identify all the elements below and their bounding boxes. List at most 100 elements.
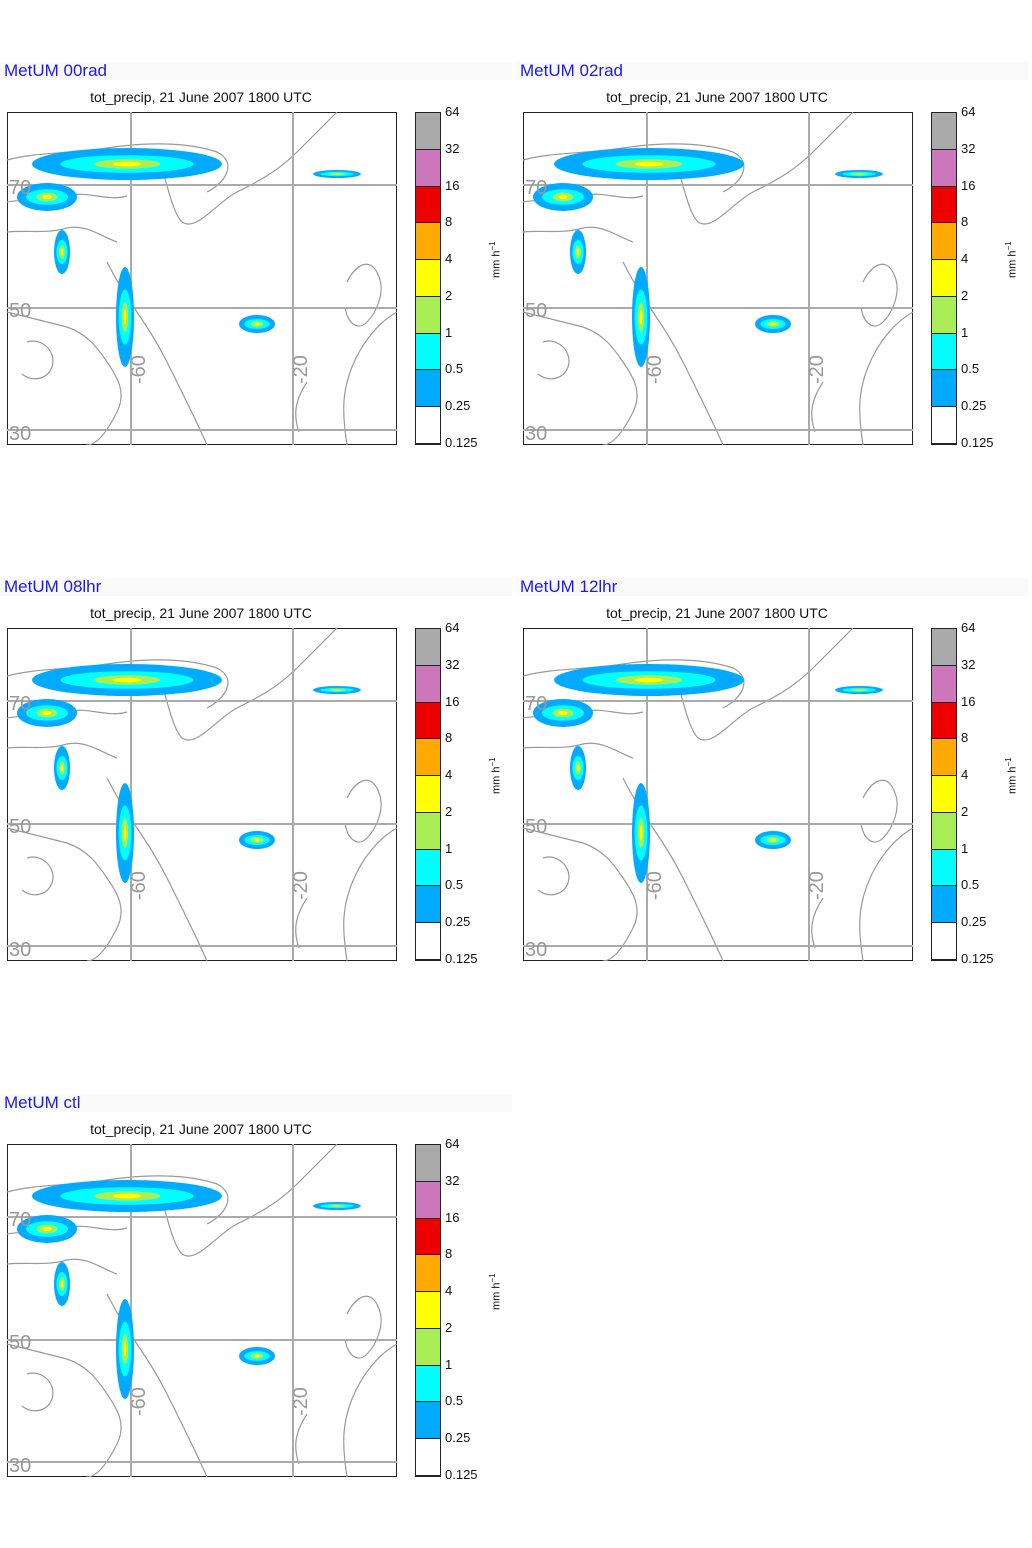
precip-area	[639, 825, 643, 841]
longitude-label: -20	[806, 871, 828, 900]
precip-area	[112, 161, 142, 167]
coastline	[523, 827, 638, 961]
precip-map: 70 50 30 -60 -20	[7, 112, 397, 445]
colorbar-segment	[416, 186, 440, 224]
precip-area	[770, 322, 776, 326]
colorbar-segment	[416, 1365, 440, 1403]
precip-map: 70 50 30 -60 -20	[7, 628, 397, 961]
colorbar-tick-label: 0.125	[961, 435, 994, 450]
latitude-label: 30	[525, 423, 547, 445]
precip-area	[254, 838, 260, 842]
colorbar-tick-label: 2	[445, 803, 453, 819]
latitude-label: 50	[9, 1332, 31, 1354]
precip-area	[60, 1280, 64, 1288]
latitude-label: 70	[9, 177, 31, 199]
colorbar-tick-label: 64	[961, 104, 976, 119]
coastline	[523, 143, 745, 193]
colorbar-segment	[932, 333, 956, 371]
colorbar-tick-label: 0.25	[961, 914, 987, 930]
longitude-label: -20	[290, 871, 312, 900]
colorbar-segment	[416, 1181, 440, 1219]
precip-area	[558, 710, 568, 716]
colorbar-segment	[416, 886, 440, 924]
colorbar-tick-label: 2	[961, 287, 969, 303]
latitude-label: 70	[9, 1209, 31, 1231]
coastline	[7, 1258, 118, 1275]
longitude-label: -60	[644, 871, 666, 900]
colorbar-segment	[932, 149, 956, 187]
colorbar-segment	[416, 702, 440, 740]
colorbar-segment	[416, 1218, 440, 1256]
coastline	[7, 827, 122, 961]
colorbar	[415, 628, 441, 961]
coastline	[344, 779, 382, 843]
coastline	[156, 112, 338, 225]
colorbar-segment	[416, 1439, 440, 1476]
longitude-label: -60	[128, 871, 150, 900]
colorbar	[931, 628, 957, 961]
colorbar-segment	[416, 370, 440, 408]
colorbar-segment	[932, 923, 956, 960]
colorbar-segment	[932, 407, 956, 444]
colorbar-tick-label: 8	[445, 730, 453, 746]
coastline	[7, 742, 118, 759]
precip-area	[123, 825, 127, 841]
colorbar-segment	[932, 370, 956, 408]
colorbar-tick-label: 0.125	[445, 1467, 478, 1482]
coastline	[344, 263, 382, 327]
colorbar-tick-label: 16	[445, 693, 460, 709]
colorbar-tick-label: 4	[445, 767, 453, 783]
colorbar-unit: mm h−1	[1004, 241, 1019, 278]
panel-title: MetUM 08lhr	[4, 577, 102, 596]
colorbar-segment	[932, 113, 956, 150]
coastline	[7, 311, 122, 445]
colorbar-tick-label: 64	[445, 620, 460, 635]
colorbar-tick-label: 64	[961, 620, 976, 635]
colorbar-segment	[416, 1402, 440, 1440]
precip-area	[42, 1226, 52, 1232]
colorbar	[415, 112, 441, 445]
latitude-label: 70	[525, 693, 547, 715]
coastline	[7, 226, 118, 243]
colorbar-tick-label: 0.25	[445, 1430, 471, 1446]
coastline	[672, 112, 854, 225]
colorbar-tick-label: 8	[961, 214, 969, 230]
colorbar-segment	[416, 223, 440, 261]
colorbar-tick-label: 0.25	[445, 914, 471, 930]
colorbar-segment	[932, 886, 956, 924]
colorbar-tick-label: 16	[961, 177, 976, 193]
colorbar-segment	[416, 629, 440, 666]
panel-header	[0, 1094, 512, 1112]
precip-area	[333, 689, 341, 691]
panel-header	[516, 62, 1028, 80]
colorbar-segment	[416, 260, 440, 297]
precip-area	[112, 677, 142, 683]
precip-area	[60, 764, 64, 772]
colorbar-tick-label: 1	[961, 840, 969, 856]
colorbar-segment	[416, 407, 440, 444]
precip-map: 70 50 30 -60 -20	[7, 1144, 397, 1477]
colorbar-tick-label: 2	[445, 287, 453, 303]
colorbar-unit: mm h−1	[488, 757, 503, 794]
colorbar-tick-label: 2	[445, 1319, 453, 1335]
precip-area	[634, 161, 664, 167]
colorbar-segment	[416, 1292, 440, 1329]
coastline	[156, 628, 338, 741]
coastline	[295, 1413, 308, 1465]
coastline	[523, 742, 634, 759]
longitude-label: -20	[806, 355, 828, 384]
panel-title: MetUM 12lhr	[520, 577, 618, 596]
coastline	[537, 340, 570, 380]
precip-area	[639, 309, 643, 325]
colorbar-tick-label: 0.5	[445, 1393, 464, 1409]
latitude-label: 30	[9, 1455, 31, 1477]
colorbar-segment	[416, 1145, 440, 1182]
precip-area	[855, 689, 863, 691]
colorbar-tick-label: 16	[961, 693, 976, 709]
colorbar-tick-label: 0.25	[961, 398, 987, 414]
longitude-label: -60	[644, 355, 666, 384]
precip-area	[123, 1341, 127, 1357]
coastline	[343, 827, 397, 961]
colorbar-tick-label: 8	[445, 214, 453, 230]
colorbar-tick-label: 4	[445, 251, 453, 267]
